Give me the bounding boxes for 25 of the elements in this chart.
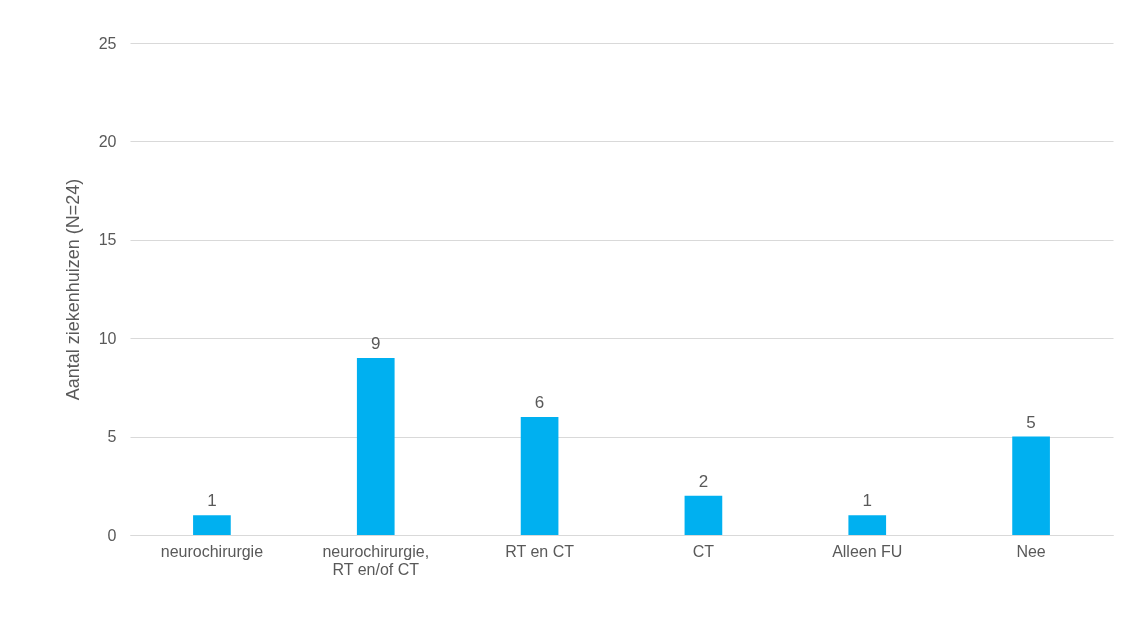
y-tick-label: 20	[98, 132, 117, 150]
y-tick-label: 25	[98, 34, 117, 52]
x-tick-label: RT en CT	[505, 542, 575, 560]
x-tick-label: Alleen FU	[832, 542, 903, 560]
y-tick-label: 0	[107, 526, 117, 544]
x-tick-label: CT	[692, 542, 715, 560]
bar	[520, 416, 559, 535]
data-label: 1	[207, 491, 217, 511]
bar	[684, 495, 723, 535]
data-label: 2	[698, 471, 709, 491]
x-tick-label: Nee	[1016, 542, 1046, 560]
data-label: 5	[1026, 412, 1036, 432]
data-label: 6	[534, 392, 545, 412]
data-label: 9	[371, 333, 381, 353]
x-tick-label: neurochirurgie	[160, 542, 264, 560]
data-label: 1	[862, 491, 872, 511]
bar	[848, 515, 887, 535]
y-tick-label: 10	[98, 329, 117, 347]
y-tick-label: 15	[98, 231, 117, 249]
y-tick-label: 5	[107, 428, 117, 446]
bar	[356, 357, 395, 535]
bar	[1012, 436, 1050, 535]
x-tick-label: neurochirurgie, RT en/of CT	[322, 542, 430, 578]
y-axis-title: Aantal ziekenhuizen (N=24)	[62, 178, 83, 401]
bar	[193, 515, 231, 535]
